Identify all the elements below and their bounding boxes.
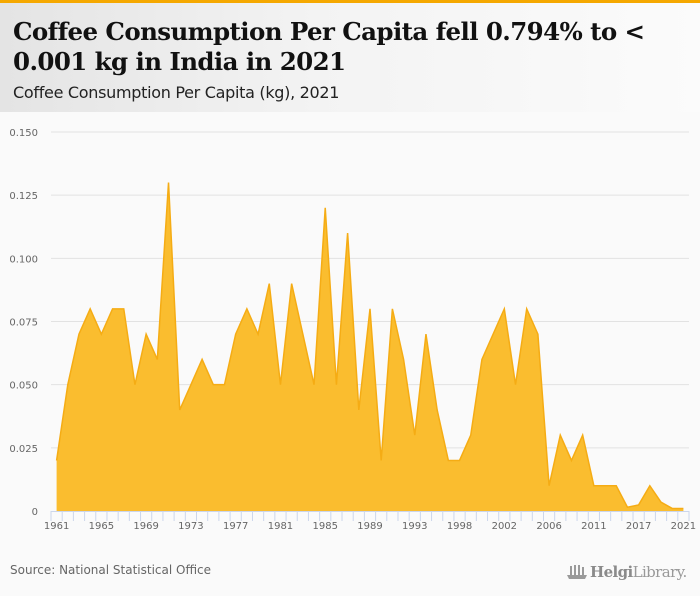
x-tick-label: 2021 [671,521,696,532]
logo-text-bold: Helgi [590,563,633,581]
top-accent-bar [0,0,700,3]
x-tick-label: 1989 [357,521,382,532]
x-tick-label: 1973 [178,521,203,532]
x-tick-label: 1965 [89,521,114,532]
y-tick-label: 0.150 [9,128,38,139]
logo-text-light: Library. [632,563,688,581]
x-tick-label: 2017 [626,521,651,532]
chart-subtitle: Coffee Consumption Per Capita (kg), 2021 [13,83,340,102]
x-tick-label: 1961 [44,521,69,532]
x-tick-label: 2011 [581,521,606,532]
x-tick-label: 1981 [268,521,293,532]
y-tick-label: 0.075 [9,318,38,329]
y-tick-label: 0 [32,507,38,518]
y-tick-label: 0.100 [9,254,38,265]
x-axis-labels: 1961 1965 1969 1973 1977 1981 1985 1989 1993 1998… [44,521,696,532]
x-tick-label: 2006 [536,521,561,532]
x-tick-label: 1977 [223,521,248,532]
y-tick-label: 0.025 [9,444,38,455]
library-logo-icon [567,565,587,579]
y-axis-labels: 0 0.025 0.050 0.075 0.100 0.125 0.150 [9,128,38,518]
y-tick-label: 0.050 [9,381,38,392]
helgi-library-logo[interactable]: HelgiLibrary. [567,563,687,581]
x-tick-label: 1998 [447,521,472,532]
x-axis [50,511,690,521]
chart-area: 0 0.025 0.050 0.075 0.100 0.125 0.150 1961 1965… [9,128,696,532]
x-tick-label: 2002 [492,521,517,532]
x-tick-label: 1985 [313,521,338,532]
x-tick-label: 1993 [402,521,427,532]
chart-title: Coffee Consumption Per Capita fell 0.794… [13,17,645,76]
header: Coffee Consumption Per Capita fell 0.794… [0,3,700,112]
y-tick-label: 0.125 [9,191,38,202]
area-series-line [55,182,684,510]
area-series[interactable] [56,182,684,511]
x-tick-label: 1969 [133,521,158,532]
source-note: Source: National Statistical Office [10,563,212,577]
